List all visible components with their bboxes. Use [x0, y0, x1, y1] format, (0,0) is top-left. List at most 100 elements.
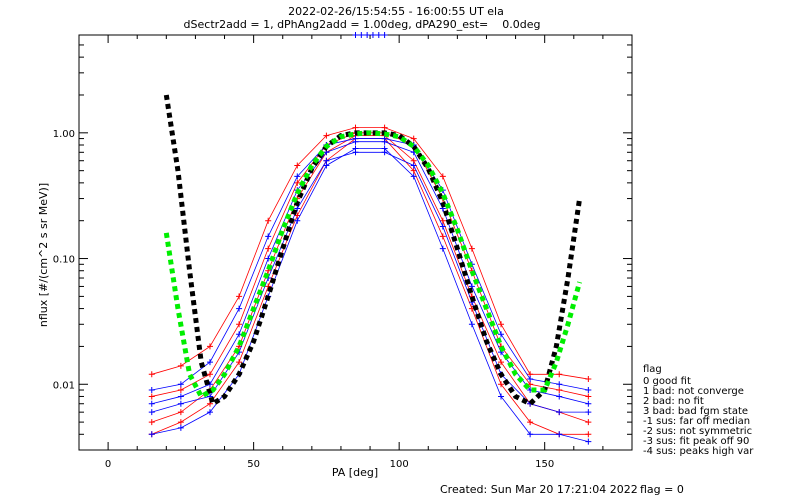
series-red-3 — [148, 135, 592, 438]
y-tick-label: 1.00 — [53, 129, 75, 140]
y-axis-label: nflux [#/(cm^2 s sr MeV)] — [37, 183, 50, 327]
legend-entry: -1 sus: far off median — [643, 416, 750, 427]
data-point — [585, 419, 592, 426]
x-tick-label: 100 — [390, 459, 409, 470]
data-point — [177, 387, 184, 394]
data-point — [236, 293, 243, 300]
data-point — [381, 135, 388, 142]
x-tick-label: 150 — [535, 459, 554, 470]
data-point — [498, 359, 505, 366]
fit-curve-green — [163, 130, 583, 400]
data-point — [148, 431, 155, 438]
data-point — [527, 431, 534, 438]
created-timestamp: Created: Sun Mar 20 17:21:04 2022 — [440, 483, 638, 496]
data-point — [375, 32, 382, 38]
data-point — [556, 393, 563, 400]
data-point — [439, 233, 446, 240]
data-point — [265, 245, 272, 252]
series-line — [151, 132, 589, 397]
series-red-0 — [148, 129, 592, 400]
data-point — [585, 393, 592, 400]
data-point — [148, 409, 155, 416]
data-point — [381, 32, 388, 38]
x-axis: 0 50 100 150 — [105, 35, 604, 470]
data-point — [177, 400, 184, 407]
data-point — [177, 381, 184, 388]
series-blue-8 — [352, 32, 388, 38]
data-point — [381, 149, 388, 156]
data-point — [294, 162, 301, 169]
y-tick-label: 0.01 — [53, 380, 75, 391]
data-point — [585, 400, 592, 407]
data-point — [323, 132, 330, 139]
data-point — [498, 381, 505, 388]
data-point — [236, 359, 243, 366]
data-point — [236, 331, 243, 338]
data-point — [556, 381, 563, 388]
data-point — [527, 376, 534, 383]
data-point — [410, 173, 417, 180]
data-point — [236, 321, 243, 328]
data-point — [410, 162, 417, 169]
series-line — [151, 148, 589, 442]
data-point — [148, 419, 155, 426]
data-point — [294, 179, 301, 186]
data-point — [585, 387, 592, 394]
data-point — [352, 135, 359, 142]
data-point — [364, 32, 371, 38]
data-point — [498, 321, 505, 328]
data-point — [206, 343, 213, 350]
data-point — [439, 223, 446, 230]
data-point — [148, 393, 155, 400]
series-blue-6 — [148, 135, 592, 394]
data-point — [206, 371, 213, 378]
x-tick-label: 0 — [105, 459, 111, 470]
data-point — [148, 400, 155, 407]
data-point — [585, 376, 592, 383]
flag-value: flag = 0 — [640, 483, 684, 496]
series-line — [151, 138, 589, 391]
series-line — [151, 151, 589, 413]
data-point — [352, 32, 359, 38]
data-point — [177, 409, 184, 416]
data-point — [527, 419, 534, 426]
legend-entry: 0 good fit — [643, 376, 691, 387]
data-point — [585, 409, 592, 416]
series-line — [151, 135, 589, 423]
data-point — [323, 157, 330, 164]
data-point — [556, 387, 563, 394]
series-line — [151, 141, 589, 405]
data-point — [439, 173, 446, 180]
chart-subtitle: dSectr2add = 1, dPhAng2add = 1.00deg, dP… — [184, 18, 541, 31]
data-point — [206, 409, 213, 416]
data-point — [468, 245, 475, 252]
data-point — [236, 305, 243, 312]
series-red-2 — [148, 124, 592, 383]
data-point — [585, 431, 592, 438]
series-line — [151, 127, 589, 380]
data-point — [410, 135, 417, 142]
chart-title: 2022-02-26/15:54:55 - 16:00:55 UT ela — [288, 5, 504, 18]
data-point — [439, 245, 446, 252]
data-point — [585, 438, 592, 445]
data-point — [148, 371, 155, 378]
legend-entry: -3 sus: fit peak off 90 — [643, 436, 749, 447]
series-red-1 — [148, 132, 592, 426]
data-point — [410, 167, 417, 174]
data-point — [381, 124, 388, 131]
y-axis: 0.01 0.10 1.00 — [53, 34, 632, 451]
data-point — [294, 173, 301, 180]
data-point — [177, 419, 184, 426]
legend: flag 0 good fit 1 bad: not converge 2 ba… — [643, 364, 754, 457]
legend-entry: -4 sus: peaks high var — [643, 446, 754, 457]
data-point — [177, 393, 184, 400]
x-axis-label: PA [deg] — [332, 466, 378, 479]
legend-entry: 1 bad: not converge — [643, 386, 744, 397]
data-point — [498, 331, 505, 338]
series-layer — [148, 32, 592, 445]
legend-entry: -2 sus: not symmetric — [643, 426, 752, 437]
data-point — [556, 431, 563, 438]
data-point — [468, 321, 475, 328]
fit-layer — [163, 94, 583, 408]
data-point — [265, 217, 272, 224]
